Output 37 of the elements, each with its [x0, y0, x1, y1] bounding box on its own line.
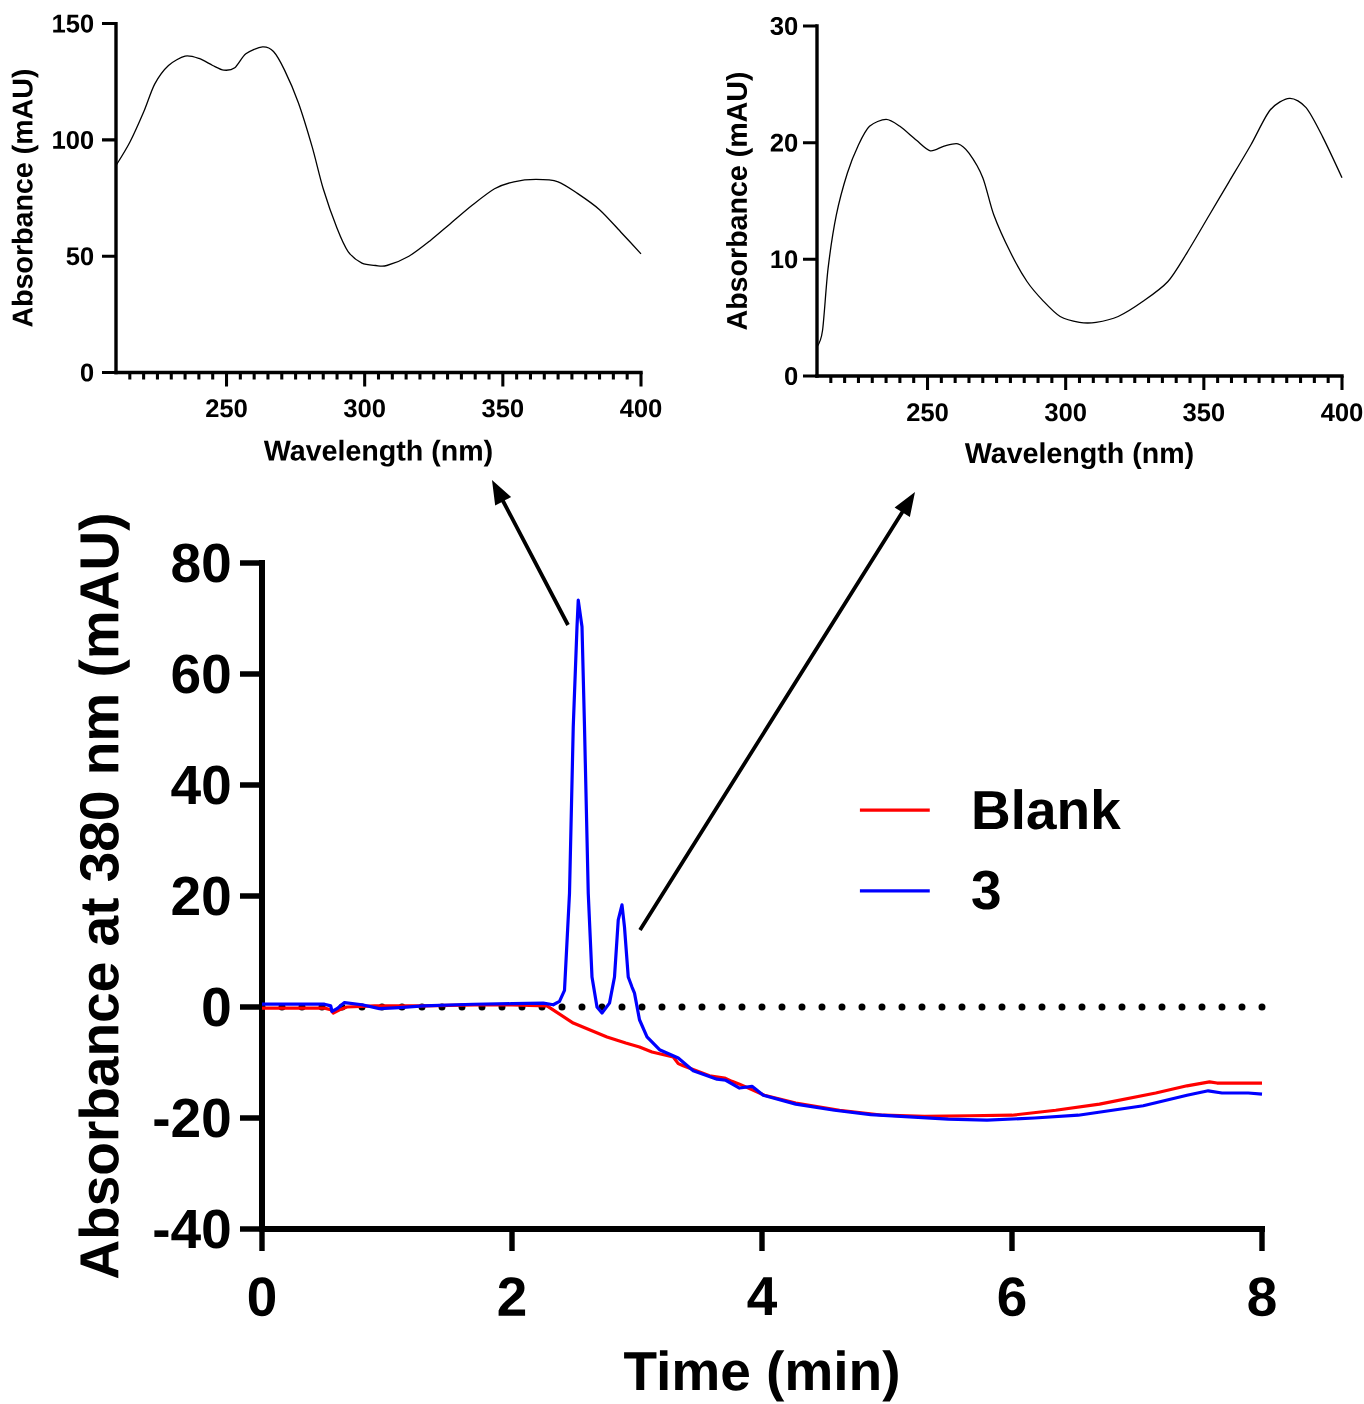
y-tick-label: 100 — [53, 130, 94, 149]
legend-label: 3 — [972, 870, 1000, 910]
x-tick-label: 250 — [907, 403, 948, 422]
y-tick-label: 80 — [172, 543, 230, 583]
y-tick-label: -40 — [154, 1209, 230, 1249]
x-tick-label: 6 — [998, 1277, 1026, 1317]
y-tick-label: 10 — [771, 250, 798, 269]
legend-label: Blank — [974, 789, 1121, 830]
y-tick-label: 20 — [770, 133, 798, 152]
x-axis-title: Wavelength (nm) — [964, 442, 1193, 470]
x-tick-label: 2 — [498, 1277, 526, 1316]
y-tick-label: 150 — [53, 14, 94, 33]
x-tick-label: 250 — [206, 399, 247, 418]
x-tick-label: 300 — [343, 399, 385, 418]
y-tick-label: 30 — [770, 16, 798, 36]
y-tick-label: 50 — [66, 247, 94, 266]
y-tick-label: 40 — [171, 765, 230, 805]
x-tick-label: 8 — [1248, 1277, 1276, 1317]
x-axis-title: Wavelength (nm) — [263, 439, 492, 467]
x-tick-label: 350 — [1183, 403, 1225, 422]
y-axis-title: Absorbance (mAU) — [11, 70, 39, 327]
x-axis-title: Time (min) — [624, 1350, 898, 1402]
y-tick-label: 0 — [80, 363, 94, 382]
y-tick-label: -20 — [154, 1098, 230, 1138]
y-axis-title: Absorbance (mAU) — [726, 72, 753, 330]
x-tick-label: 4 — [747, 1277, 777, 1316]
y-tick-label: 20 — [172, 876, 230, 916]
x-tick-label: 350 — [482, 399, 524, 418]
y-tick-label: 60 — [172, 654, 230, 694]
y-tick-label: 0 — [785, 366, 798, 386]
x-tick-label: 0 — [248, 1277, 276, 1317]
y-axis-title: Absorbance at 380 nm (mAU) — [78, 515, 130, 1279]
y-tick-label: 0 — [203, 987, 230, 1027]
x-tick-label: 300 — [1044, 403, 1086, 422]
x-tick-label: 400 — [620, 399, 662, 418]
line-series — [260, 598, 1264, 1122]
x-tick-label: 400 — [1321, 403, 1363, 422]
